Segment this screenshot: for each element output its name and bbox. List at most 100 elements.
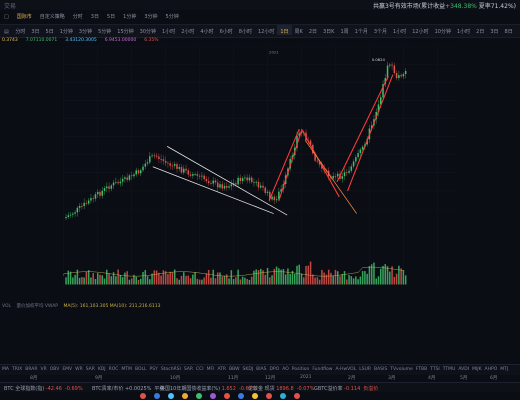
indicator-tab[interactable]: DPO xyxy=(269,367,280,372)
indicator-tab[interactable]: AO xyxy=(282,367,289,372)
timeframe-tab[interactable]: 2日 xyxy=(308,29,317,35)
timeframe-tab[interactable]: 1个月 xyxy=(354,29,368,35)
timeframe-tab[interactable]: 12小时 xyxy=(257,29,275,35)
dock-app-icon[interactable] xyxy=(210,393,216,399)
timeframe-tab[interactable]: 4小时 xyxy=(200,29,214,35)
timeframe-tab[interactable]: 分时 xyxy=(15,29,26,35)
volume-bar xyxy=(395,273,398,285)
candle-body xyxy=(221,184,224,189)
timeframe-tab[interactable]: 3日K xyxy=(323,29,335,35)
indicator-tab[interactable]: MIJK xyxy=(472,367,482,372)
indicator-tab[interactable]: PSY xyxy=(149,367,158,372)
volume-bar xyxy=(115,276,117,285)
timeframe-tab[interactable]: 1小时 xyxy=(456,29,471,35)
menu-item[interactable]: 国际市 xyxy=(16,14,32,20)
menu-item[interactable]: 5分钟 xyxy=(165,14,179,20)
indicator-tab[interactable]: BOLL xyxy=(134,367,147,372)
dock-app-icon[interactable] xyxy=(224,393,230,399)
timeframe-tab[interactable]: 12小时 xyxy=(412,29,429,35)
chart-grid xyxy=(63,46,457,286)
timeframe-tab[interactable]: 8日 xyxy=(504,29,513,35)
indicator-tab[interactable]: Fundflow xyxy=(312,367,333,372)
dock-app-icon[interactable] xyxy=(140,393,146,399)
indicator-tab[interactable]: SKDJ xyxy=(242,367,254,372)
menu-item[interactable]: 1分钟 xyxy=(123,14,137,20)
menu-item[interactable]: 自定义策略 xyxy=(39,14,65,20)
menu-item[interactable]: 3分钟 xyxy=(144,14,158,20)
indicator-tab[interactable]: AHPO xyxy=(484,367,498,372)
timeframe-tab[interactable]: 2日 xyxy=(476,29,485,35)
timeframe-tab[interactable]: 3分钟 xyxy=(78,29,93,35)
timeframe-tab[interactable]: 1小时 xyxy=(393,29,407,35)
dock-app-icon[interactable] xyxy=(280,393,286,399)
timeframe-tab[interactable]: 6小时 xyxy=(219,29,233,35)
dock-app-icon[interactable] xyxy=(252,393,258,399)
indicator-tab[interactable]: Position xyxy=(291,367,310,372)
indicator-tab[interactable]: BBW xyxy=(229,367,240,372)
timeframe-tab[interactable]: 30分钟 xyxy=(139,29,157,35)
dock-app-icon[interactable] xyxy=(182,393,188,399)
indicator-tab[interactable]: TRIX xyxy=(11,367,23,372)
status-item[interactable]: GBTC溢价率 -0.114 负溢价 xyxy=(314,385,378,392)
indicator-tab[interactable]: SAR xyxy=(85,367,95,372)
indicator-tab[interactable]: SAR xyxy=(183,367,194,372)
timeframe-tab[interactable]: 8小时 xyxy=(238,29,252,35)
dock-app-icon[interactable] xyxy=(294,393,300,399)
indicator-tab[interactable]: FTBB xyxy=(415,367,428,372)
indicator-tab[interactable]: EMV xyxy=(62,367,73,372)
menu-item[interactable]: 5日 xyxy=(106,14,116,20)
indicator-tab[interactable]: ROC xyxy=(108,367,119,372)
chart-type-icon[interactable]: ▤ xyxy=(4,29,9,35)
indicator-tab[interactable]: MFI xyxy=(206,367,215,372)
timeframe-tab[interactable]: 10分钟 xyxy=(434,29,451,35)
timeframe-tab[interactable]: 1周 xyxy=(340,29,349,35)
dock-app-icon[interactable] xyxy=(266,393,272,399)
timeframe-tab[interactable]: 3个月 xyxy=(373,29,388,35)
indicator-tab[interactable]: MTJ xyxy=(500,367,509,372)
indicator-tab[interactable]: ATR xyxy=(217,367,227,372)
time-axis-label: 11月 xyxy=(228,376,239,381)
menu-item[interactable]: 3日 xyxy=(90,14,99,20)
timeframe-tab[interactable]: 15分钟 xyxy=(117,29,134,35)
status-item[interactable]: BTC 全球指数(指) -42.46 -0.69% xyxy=(4,385,83,392)
status-item[interactable]: BTC贵率/市价 +0.0025% 平稳 xyxy=(92,385,164,392)
timeframe-tab[interactable]: 5日 xyxy=(45,29,54,35)
indicator-tab[interactable]: KDJ xyxy=(97,367,106,372)
indicator-tab[interactable]: CCI xyxy=(196,367,204,372)
timeframe-tab[interactable]: 1日 xyxy=(277,25,292,35)
indicator-tab[interactable]: TTSI xyxy=(430,367,440,372)
dock-app-icon[interactable] xyxy=(168,393,174,399)
timeframe-tab[interactable]: 2小时 xyxy=(181,29,195,35)
volume-bar xyxy=(275,266,278,285)
status-item[interactable]: 伦敦金 现货 1896.8 -0.07% xyxy=(248,385,314,392)
menu-item[interactable]: □ xyxy=(4,14,9,20)
price-chart[interactable]: 0.0824 2021 xyxy=(0,46,520,286)
indicator-tab[interactable]: TTMU xyxy=(442,367,456,372)
indicator-tab[interactable]: MTM xyxy=(121,367,132,372)
indicator-tab[interactable]: AVDI xyxy=(458,367,470,372)
menu-item[interactable]: 分时 xyxy=(72,14,83,20)
timeframe-tab[interactable]: 3日 xyxy=(31,29,40,35)
indicator-tab[interactable]: MA xyxy=(2,367,9,372)
indicator-tab[interactable]: TVvolume xyxy=(390,367,413,372)
candle-body xyxy=(94,194,97,199)
timeframe-tab[interactable]: 周K xyxy=(294,29,303,35)
indicator-tab[interactable]: BASIS xyxy=(374,367,388,372)
indicator-tab[interactable]: BIAS xyxy=(256,367,267,372)
dock-app-icon[interactable] xyxy=(238,393,244,399)
indicator-tab[interactable]: BRAR xyxy=(25,367,38,372)
indicator-tab[interactable]: StochRSI xyxy=(160,367,181,372)
timeframe-tab[interactable]: 5分钟 xyxy=(98,29,112,35)
timeframe-tab[interactable]: 3日 xyxy=(490,29,499,35)
dock-app-icon[interactable] xyxy=(154,393,160,399)
indicator-tab[interactable]: WR xyxy=(75,367,83,372)
indicator-tab[interactable]: OBV xyxy=(49,367,60,372)
status-item[interactable]: 美国10年期国债收益率(%) 1.652 -0.62% xyxy=(160,385,257,392)
indicator-tab[interactable]: LSUR xyxy=(359,367,371,372)
indicator-tab[interactable]: A-HwVOL xyxy=(335,367,357,372)
announcement[interactable]: 共赢3号有效市场(累计收益+348.38% 夏率71.42%) xyxy=(373,1,516,10)
dock-app-icon[interactable] xyxy=(196,393,202,399)
indicator-tab[interactable]: VR xyxy=(40,367,47,372)
timeframe-tab[interactable]: 1分钟 xyxy=(59,29,73,35)
timeframe-tab[interactable]: 1小时 xyxy=(162,29,176,35)
